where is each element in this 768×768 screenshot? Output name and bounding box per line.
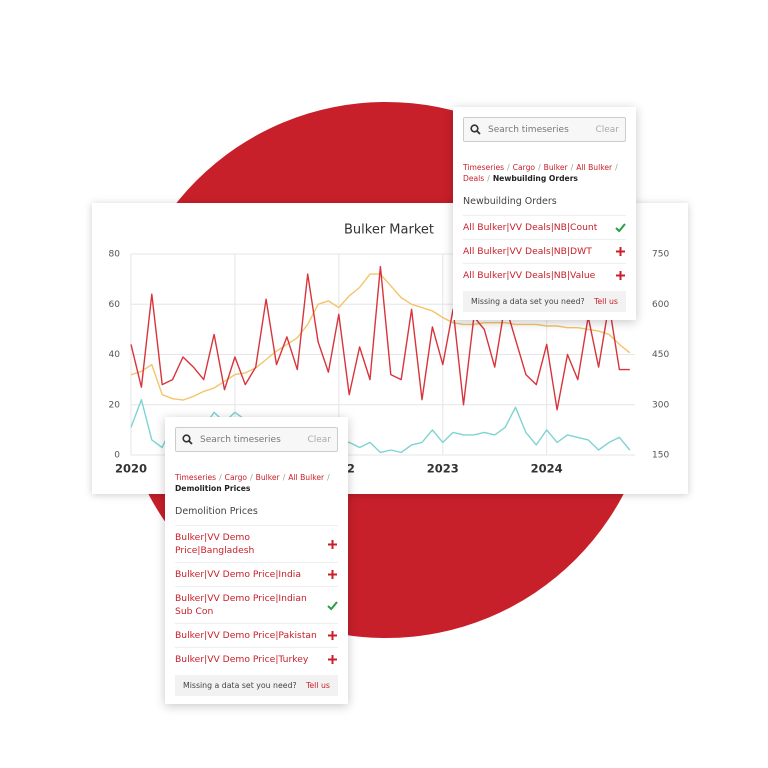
clear-button[interactable]: Clear — [307, 434, 331, 445]
series-label: Bulker|VV Demo Price|Indian Sub Con — [175, 593, 307, 617]
series-item[interactable]: Bulker|VV Demo Price|Pakistan — [175, 623, 338, 647]
y2-tick-label: 150 — [652, 451, 669, 461]
breadcrumb-link[interactable]: Deals — [463, 174, 485, 183]
series-line — [130, 399, 631, 454]
breadcrumb-link[interactable]: Timeseries — [175, 473, 217, 482]
footer: Missing a data set you need? Tell us — [463, 291, 626, 312]
search-panel: Search timeseries Clear Timeseries/​Cargo/… — [453, 107, 636, 320]
x-tick-label: 2020 — [115, 462, 147, 476]
series-label: All Bulker|VV Deals|NB|Value — [463, 270, 596, 281]
breadcrumb-current: Newbuilding Orders — [492, 174, 578, 183]
breadcrumb: Timeseries/​Cargo/​Bulker/​All Bulker/​D… — [175, 472, 338, 494]
breadcrumb-separator: / — [507, 163, 510, 172]
clear-button[interactable]: Clear — [595, 124, 619, 135]
footer-link[interactable]: Tell us — [305, 681, 330, 690]
series-item[interactable]: All Bulker|VV Deals|NB|DWT — [463, 239, 626, 263]
x-tick-label: 2023 — [427, 462, 459, 476]
footer-text: Missing a data set you need? — [471, 297, 585, 306]
y2-tick-label: 600 — [652, 300, 669, 310]
series-item[interactable]: Bulker|VV Demo Price|Indian Sub Con — [175, 586, 338, 623]
plus-icon — [616, 271, 625, 280]
y2-tick-label: 300 — [652, 400, 669, 410]
plus-icon — [328, 631, 337, 640]
search-box[interactable]: Search timeseries Clear — [463, 117, 626, 142]
section-heading: Newbuilding Orders — [463, 196, 557, 207]
breadcrumb-current: Demolition Prices — [175, 484, 251, 493]
series-item[interactable]: Bulker|VV Demo Price|Bangladesh — [175, 525, 338, 562]
search-icon — [470, 124, 481, 135]
series-item[interactable]: All Bulker|VV Deals|NB|Count — [463, 215, 626, 239]
breadcrumb: Timeseries/​Cargo/​Bulker/​All Bulker/​D… — [463, 162, 626, 184]
series-label: Bulker|VV Demo Price|India — [175, 569, 301, 580]
plus-icon — [616, 247, 625, 256]
search-placeholder: Search timeseries — [488, 124, 569, 135]
breadcrumb-separator: / — [250, 473, 253, 482]
footer-text: Missing a data set you need? — [183, 681, 297, 690]
plus-icon — [328, 539, 337, 549]
breadcrumb-separator: / — [570, 163, 574, 172]
search-panel: Search timeseries Clear Timeseries/​Cargo/… — [165, 417, 348, 704]
series-label: All Bulker|VV Deals|NB|DWT — [463, 246, 592, 257]
series-label: Bulker|VV Demo Price|Pakistan — [175, 630, 317, 641]
plus-icon — [328, 570, 337, 579]
y-tick-label: 40 — [109, 350, 121, 360]
x-tick-label: 2024 — [531, 462, 563, 476]
y-tick-label: 0 — [114, 451, 120, 461]
series-label: Bulker|VV Demo Price|Bangladesh — [175, 532, 255, 556]
y-tick-label: 80 — [109, 250, 121, 260]
footer-link[interactable]: Tell us — [593, 297, 618, 306]
series-item[interactable]: Bulker|VV Demo Price|India — [175, 562, 338, 586]
search-placeholder: Search timeseries — [200, 434, 281, 445]
series-label: All Bulker|VV Deals|NB|Count — [463, 222, 598, 233]
check-icon — [615, 223, 626, 233]
section-heading: Demolition Prices — [175, 506, 258, 517]
y-tick-label: 20 — [109, 400, 121, 410]
search-icon — [182, 434, 193, 445]
y2-tick-label: 750 — [652, 250, 669, 260]
breadcrumb-link[interactable]: Cargo — [512, 163, 536, 172]
breadcrumb-link[interactable]: Bulker — [255, 473, 280, 482]
series-line — [130, 265, 630, 411]
search-box[interactable]: Search timeseries Clear — [175, 427, 338, 452]
series-item[interactable]: All Bulker|VV Deals|NB|Value — [463, 263, 626, 287]
breadcrumb-link[interactable]: Bulker — [543, 163, 568, 172]
breadcrumb-separator: / — [327, 473, 330, 482]
breadcrumb-separator: / — [538, 163, 541, 172]
series-label: Bulker|VV Demo Price|Turkey — [175, 654, 309, 665]
series-item[interactable]: Bulker|VV Demo Price|Turkey — [175, 647, 338, 671]
breadcrumb-link[interactable]: All Bulker — [288, 473, 325, 482]
breadcrumb-separator: / — [219, 473, 222, 482]
breadcrumb-link[interactable]: Cargo — [224, 473, 248, 482]
breadcrumb-link[interactable]: Timeseries — [463, 163, 505, 172]
breadcrumb-link[interactable]: All Bulker — [576, 163, 613, 172]
footer: Missing a data set you need? Tell us — [175, 675, 338, 696]
breadcrumb-separator: / — [487, 174, 490, 183]
plus-icon — [328, 655, 337, 664]
breadcrumb-separator: / — [282, 473, 286, 482]
y-tick-label: 60 — [109, 300, 121, 310]
check-icon — [327, 600, 338, 610]
chart-title: Bulker Market — [344, 223, 434, 238]
y2-tick-label: 450 — [652, 350, 669, 360]
breadcrumb-separator: / — [615, 163, 618, 172]
